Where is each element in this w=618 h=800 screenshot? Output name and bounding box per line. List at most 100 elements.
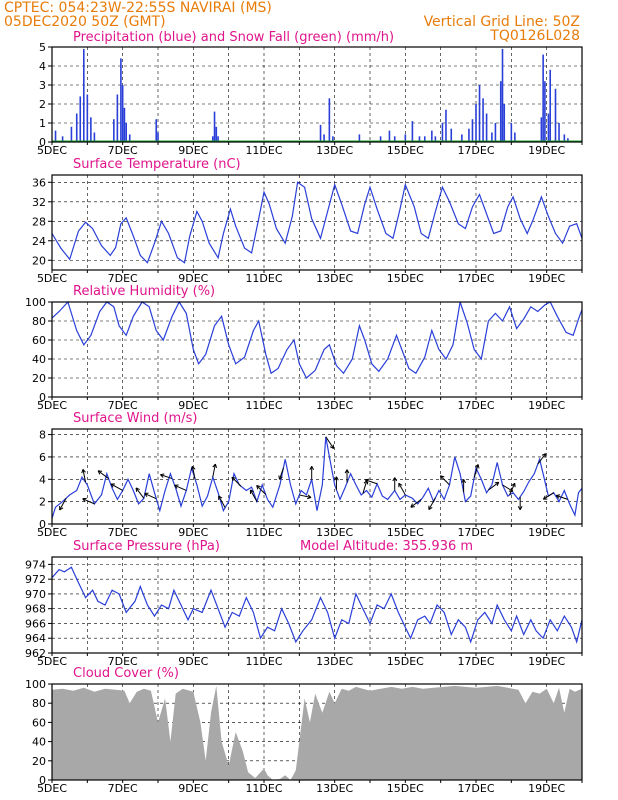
precip-bar [332, 136, 334, 142]
precip-bar [491, 132, 493, 142]
x-tick-label: 17DEC [457, 655, 494, 668]
x-tick-label: 17DEC [457, 272, 494, 285]
y-tick-label: 0 [39, 518, 46, 531]
x-tick-label: 9DEC [178, 399, 208, 412]
wind-vector [509, 482, 516, 496]
panel-title-wind: Surface Wind (m/s) [73, 411, 197, 426]
y-tick-label: 972 [25, 573, 46, 586]
wind-vector [309, 466, 315, 480]
panel-frame-wind [51, 428, 583, 525]
panel-temp: Surface Temperature (nC) 20 24 28 32 36 5DEC 7D… [32, 157, 583, 285]
wind-vector [82, 497, 95, 505]
y-tick-label: 1 [39, 117, 46, 130]
y-tick-label: 32 [32, 196, 46, 209]
y-tick-label: 40 [32, 353, 46, 366]
precip-bar [441, 123, 444, 142]
x-tick-label: 15DEC [387, 782, 424, 795]
x-tick-label: 17DEC [457, 399, 494, 412]
precip-bar [215, 126, 218, 142]
x-tick-label: 7DEC [108, 782, 138, 795]
x-tick-label: 7DEC [108, 655, 138, 668]
wind-vector [392, 477, 398, 491]
wind-vector [160, 473, 173, 480]
y-tick-label: 6 [39, 451, 46, 464]
x-tick-label: 13DEC [316, 782, 353, 795]
precip-bar [128, 134, 131, 142]
x-tick-label: 19DEC [528, 655, 565, 668]
precip-bar [468, 128, 470, 142]
x-tick-label: 19DEC [528, 399, 565, 412]
wind-vector [517, 496, 523, 511]
y-tick-label: 2 [39, 98, 46, 111]
wind-vector [428, 497, 436, 511]
wind-vector [218, 495, 226, 508]
x-tick-label: 9DEC [178, 272, 208, 285]
y-tick-label: 36 [32, 176, 46, 189]
precip-bar [549, 69, 551, 142]
y-tick-label: 100 [25, 296, 46, 309]
x-tick-label: 11DEC [245, 399, 282, 412]
panel-wind: Surface Wind (m/s) 0 2 4 6 8 5DEC 7DEC 9DEC 11DEC… [37, 411, 583, 539]
x-tick-label: 13DEC [316, 144, 353, 157]
precip-bar [499, 81, 502, 142]
panel-cloud: Cloud Cover (%) 0 20 40 60 80 100 5DEC 7DEC 9DEC 1… [25, 666, 583, 795]
precip-bar [540, 117, 543, 142]
wind-vector [439, 475, 450, 486]
temp-line [51, 181, 583, 264]
wind-vector [398, 482, 406, 496]
x-tick-label: 7DEC [108, 144, 138, 157]
panel-title-pressure: Surface Pressure (hPa) [73, 539, 220, 554]
x-tick-label: 15DEC [387, 655, 424, 668]
header-station: CPTEC: 054:23W-22:55S NAVIRAI (MS) [4, 0, 272, 16]
precip-bar [475, 104, 477, 142]
x-tick-label: 17DEC [457, 526, 494, 539]
precip-bar [558, 123, 560, 142]
x-tick-label: 15DEC [387, 399, 424, 412]
x-tick-label: 11DEC [245, 144, 282, 157]
precip-bar [211, 136, 214, 142]
precip-bar [478, 85, 481, 142]
precip-bar [547, 113, 550, 142]
precip-bar [323, 134, 325, 142]
precip-bar [434, 136, 437, 142]
precip-bar [358, 134, 361, 142]
precip-bar [155, 119, 158, 142]
precip-bar [157, 132, 159, 142]
y-tick-label: 0 [39, 774, 46, 787]
precip-bar [411, 121, 414, 142]
wind-vector [135, 487, 145, 499]
precip-bar [70, 126, 73, 142]
panel-pressure: Surface Pressure (hPa) Model Altitude: 35… [25, 539, 583, 668]
rh-line [51, 300, 583, 379]
precip-bar [563, 134, 566, 142]
wind-vector [256, 484, 267, 495]
wind-vector [325, 436, 335, 449]
x-tick-label: 7DEC [108, 272, 138, 285]
header-model-id: TQ0126L028 [490, 28, 580, 44]
x-tick-label: 13DEC [316, 655, 353, 668]
precip-bar [217, 136, 219, 142]
y-tick-label: 60 [32, 334, 46, 347]
wind-vector [299, 494, 312, 500]
wind-vector [97, 470, 109, 479]
x-tick-label: 15DEC [387, 272, 424, 285]
wind-vector [461, 479, 466, 493]
wind-vector [542, 492, 554, 500]
y-tick-label: 40 [32, 736, 46, 749]
panel-rh: Relative Humidity (%) 0 20 40 60 80 100 5DEC 7DE… [25, 284, 583, 412]
panel-title-rh: Relative Humidity (%) [73, 284, 215, 299]
y-tick-label: 100 [25, 678, 46, 691]
precip-bar [213, 111, 216, 142]
precip-bar [328, 98, 331, 142]
precip-bar [79, 96, 82, 142]
x-tick-label: 9DEC [178, 782, 208, 795]
precip-bar [450, 128, 453, 142]
wind-vector [537, 453, 547, 465]
precip-bar [503, 104, 506, 142]
y-tick-label: 0 [39, 391, 46, 404]
precip-bar [418, 136, 421, 142]
panel-subtitle-pressure: Model Altitude: 355.936 m [300, 539, 473, 554]
header-datetime: 05DEC2020 50Z (GMT) [4, 14, 166, 30]
wind-vector [249, 489, 258, 502]
x-tick-label: 11DEC [245, 782, 282, 795]
